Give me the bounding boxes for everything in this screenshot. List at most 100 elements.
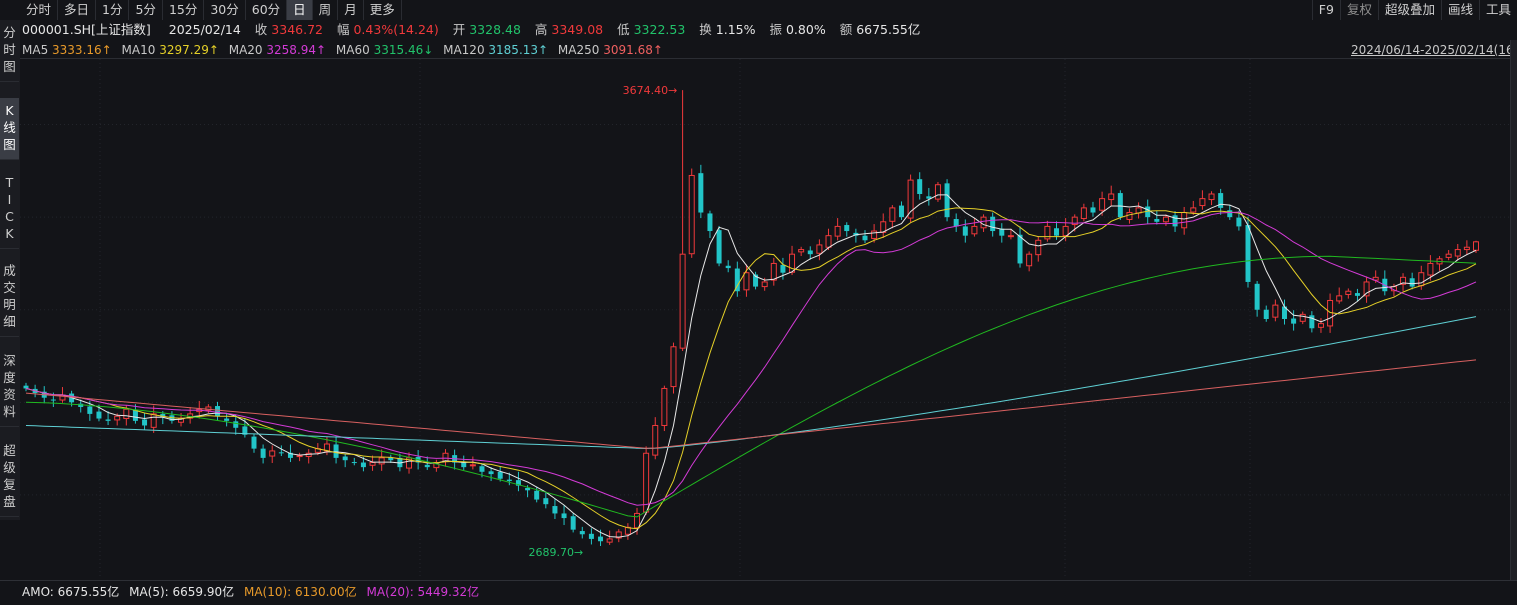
left-tab-5[interactable]: 超级复盘 xyxy=(0,438,19,517)
candle-body-down xyxy=(1017,234,1023,264)
candle-body-down xyxy=(588,533,594,539)
candle-body-down xyxy=(898,205,904,218)
candle-body-down xyxy=(990,216,996,232)
candle-body-up xyxy=(834,225,841,237)
candle-body-down xyxy=(142,419,148,426)
ma5-label: MA5 xyxy=(22,43,49,57)
candle-body-down xyxy=(1145,206,1151,218)
candle-body-down xyxy=(87,406,93,414)
ma20-line xyxy=(25,211,1477,506)
candle-body-down xyxy=(999,228,1005,236)
ma5-line xyxy=(25,194,1477,538)
period-tab-1[interactable]: 多日 xyxy=(58,0,97,20)
period-low-label: 2689.70→ xyxy=(529,546,584,559)
candle-body-down xyxy=(132,409,138,421)
candle-body-down xyxy=(506,479,512,482)
period-tab-4[interactable]: 15分 xyxy=(163,0,205,20)
candle-body-down xyxy=(96,411,102,419)
low-value: 3322.53 xyxy=(633,22,686,37)
candle-body-down xyxy=(287,452,293,458)
candle-body-down xyxy=(862,235,868,241)
candle-body-up xyxy=(1272,304,1279,318)
candle-body-down xyxy=(1281,306,1287,319)
toolbar-button-3[interactable]: 画线 xyxy=(1440,0,1479,20)
candle-body-down xyxy=(953,219,959,227)
quote-date: 2025/02/14 xyxy=(168,22,241,37)
candle-body-down xyxy=(962,226,968,236)
period-toolbar: 分时 多日 1分 5分 15分 30分 60分日周月更多 xyxy=(20,0,402,20)
candle-body-down xyxy=(725,265,731,269)
period-tab-6[interactable]: 60分 xyxy=(246,0,288,20)
candle-body-down xyxy=(215,406,221,417)
toolbar-button-1[interactable]: 复权 xyxy=(1339,0,1378,20)
period-tab-8[interactable]: 周 xyxy=(313,0,339,20)
change-label: 幅 xyxy=(336,22,350,37)
close-label: 收 xyxy=(254,22,268,37)
toolbar-button-4[interactable]: 工具 xyxy=(1478,0,1517,20)
candle-body-up xyxy=(1463,246,1470,251)
candle-body-down xyxy=(543,498,549,505)
candle-body-up xyxy=(269,450,276,457)
candle-body-up xyxy=(798,249,805,253)
candle-body-up xyxy=(1108,193,1115,201)
candle-body-down xyxy=(716,230,722,264)
amount-label: 额 xyxy=(839,22,853,37)
candle-body-down xyxy=(351,462,357,464)
high-value: 3349.08 xyxy=(551,22,604,37)
period-tab-10[interactable]: 更多 xyxy=(364,0,402,20)
period-tab-0[interactable]: 分时 xyxy=(20,0,59,20)
kline-chart[interactable]: 3674.40→ 2689.70→ xyxy=(20,59,1510,579)
candle-body-up xyxy=(369,462,376,466)
candle-body-down xyxy=(1354,293,1360,296)
period-tab-7[interactable]: 日 xyxy=(287,0,313,20)
period-tab-9[interactable]: 月 xyxy=(338,0,364,20)
candle-body-down xyxy=(579,531,585,535)
candle-body-up xyxy=(1126,212,1133,220)
candle-body-up xyxy=(1181,212,1188,229)
candle-body-down xyxy=(388,457,394,461)
left-tab-4[interactable]: 深度资料 xyxy=(0,348,19,427)
period-tab-3[interactable]: 5分 xyxy=(129,0,163,20)
ma60-line xyxy=(25,255,1477,518)
candle-body-up xyxy=(1400,276,1407,285)
candle-body-up xyxy=(770,262,777,281)
candle-body-down xyxy=(598,536,604,542)
candle-body-up xyxy=(670,346,677,388)
candle-body-up xyxy=(1199,198,1206,207)
candle-body-up xyxy=(761,281,768,288)
amplitude-label: 振 xyxy=(769,22,782,37)
kline-chart-area[interactable]: 3674.40→ 2689.70→ xyxy=(20,58,1510,579)
vertical-scrollbar[interactable] xyxy=(1510,40,1517,580)
candle-body-down xyxy=(1291,318,1297,324)
candle-body-down xyxy=(50,399,56,401)
period-tab-5[interactable]: 30分 xyxy=(204,0,246,20)
candle-body-up xyxy=(1190,207,1197,213)
toolbar-button-0[interactable]: F9 xyxy=(1311,0,1340,20)
candle-body-up xyxy=(1035,239,1042,256)
candle-body-up xyxy=(643,452,650,513)
candle-body-down xyxy=(497,471,503,479)
candle-body-down xyxy=(488,471,494,475)
date-range-link[interactable]: 2024/06/14-2025/02/14(162 xyxy=(1351,43,1514,57)
right-toolbar: F9 复权 超级叠加 画线 工具 xyxy=(1311,0,1517,20)
candle-body-up xyxy=(1427,262,1434,276)
left-tab-0[interactable]: 分时图 xyxy=(0,20,19,82)
candle-body-down xyxy=(424,464,430,468)
candle-body-down xyxy=(515,480,521,486)
candle-body-up xyxy=(661,387,668,426)
candle-body-down xyxy=(1172,215,1178,227)
candle-body-down xyxy=(1227,210,1233,218)
period-tab-2[interactable]: 1分 xyxy=(96,0,130,20)
candle-body-down xyxy=(926,196,932,199)
toolbar-button-2[interactable]: 超级叠加 xyxy=(1377,0,1441,20)
candle-body-down xyxy=(1409,278,1415,287)
close-value: 3346.72 xyxy=(271,22,323,37)
candle-body-up xyxy=(1336,295,1343,302)
candle-body-down xyxy=(242,426,248,435)
candle-body-up xyxy=(934,184,941,200)
candle-body-down xyxy=(461,462,467,468)
candle-body-up xyxy=(1454,249,1461,257)
left-tab-3[interactable]: 成交明细 xyxy=(0,258,19,337)
